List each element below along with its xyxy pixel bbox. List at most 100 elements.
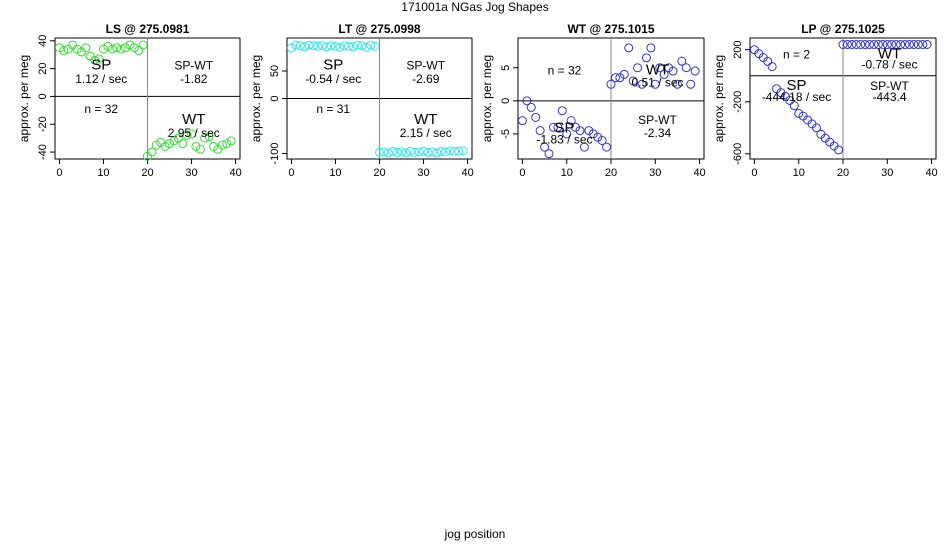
data-point (458, 146, 468, 156)
x-tick-label: 0 (751, 167, 757, 179)
data-point (896, 40, 906, 50)
data-point (423, 147, 433, 157)
sp-wt-label: SP-WT (406, 58, 445, 72)
data-point (209, 141, 219, 151)
data-point (785, 95, 795, 105)
data-point (191, 141, 201, 151)
data-point (134, 46, 144, 56)
data-point (633, 63, 643, 73)
y-tick-label: 50 (269, 65, 281, 77)
data-point (295, 41, 305, 51)
data-point (187, 129, 197, 139)
data-point (650, 79, 660, 89)
x-tick-label: 30 (649, 167, 661, 179)
y-tick-label: -100 (269, 142, 281, 164)
data-point (904, 40, 914, 50)
data-point (308, 41, 318, 51)
x-tick-label: 30 (881, 167, 893, 179)
wt-label: WT (182, 111, 205, 128)
data-point (847, 40, 857, 50)
y-tick-label: -600 (732, 143, 744, 165)
x-tick-label: 10 (329, 167, 341, 179)
data-point (624, 43, 634, 53)
page-title: 171001a NGas Jog Shapes (401, 0, 549, 14)
data-point (204, 132, 214, 142)
data-point (160, 141, 170, 151)
data-point (860, 40, 870, 50)
data-point (103, 41, 113, 51)
global-x-axis-label: jog position (444, 527, 506, 541)
sp-label: SP (786, 77, 806, 94)
data-point (646, 43, 656, 53)
n-count: n = 32 (84, 102, 118, 116)
sp-label: SP (554, 119, 574, 136)
data-point (383, 148, 393, 158)
data-point (59, 46, 69, 56)
data-point (120, 43, 130, 53)
data-point (441, 147, 451, 157)
data-point (107, 44, 117, 54)
data-point (195, 144, 205, 154)
n-count: n = 2 (783, 48, 810, 62)
sp-wt-label: SP-WT (638, 113, 677, 127)
x-tick-label: 40 (693, 167, 705, 179)
data-point (90, 55, 100, 65)
data-point (222, 139, 232, 149)
panel-4: LP @ 275.1025 0 10 20 30 40 -600 -200 200 approx.… (712, 22, 938, 179)
y-tick-label: -20 (37, 116, 49, 132)
data-point (169, 136, 179, 146)
data-point (370, 41, 380, 51)
data-point (436, 146, 446, 156)
data-point (454, 146, 464, 156)
data-point (909, 40, 919, 50)
data-point (597, 135, 607, 145)
data-point (566, 116, 576, 126)
data-point (147, 147, 157, 157)
data-point (882, 40, 892, 50)
data-point (449, 146, 459, 156)
data-point (414, 147, 424, 157)
sp-wt-value: -1.82 (180, 72, 208, 86)
data-point (789, 101, 799, 111)
data-point (397, 147, 407, 157)
data-point (81, 43, 91, 53)
x-tick-label: 30 (185, 167, 197, 179)
data-point (72, 44, 82, 54)
panel-3: WT @ 275.1015 0 10 20 30 40 -5 0 5 approx. per me… (480, 22, 706, 179)
data-point (322, 42, 332, 52)
data-point (834, 145, 844, 155)
data-point (54, 43, 64, 53)
panel-title: LP @ 275.1025 (801, 22, 885, 36)
data-point (535, 126, 545, 136)
data-point (326, 41, 336, 51)
x-tick-label: 40 (925, 167, 937, 179)
data-point (856, 40, 866, 50)
data-point (165, 139, 175, 149)
y-tick-label: 0 (500, 98, 512, 104)
data-point (659, 69, 669, 79)
data-point (878, 40, 888, 50)
sp-rate: -444.18 / sec (762, 90, 831, 104)
sp-wt-label: SP-WT (174, 58, 213, 72)
x-tick-label: 20 (373, 167, 385, 179)
x-tick-label: 0 (56, 167, 62, 179)
wt-label: WT (414, 111, 437, 128)
x-tick-label: 0 (288, 167, 294, 179)
data-point (690, 66, 700, 76)
y-axis-label: approx. per meg (480, 55, 494, 142)
data-point (811, 123, 821, 133)
data-point (405, 146, 415, 156)
data-point (544, 149, 554, 159)
y-tick-label: 0 (269, 95, 281, 101)
y-tick-label: 200 (732, 41, 744, 59)
sp-wt-value: -2.69 (412, 72, 440, 86)
data-point (873, 40, 883, 50)
data-point (217, 140, 227, 150)
y-tick-label: -5 (500, 129, 512, 139)
y-tick-label: -200 (732, 91, 744, 113)
sp-label: SP (323, 56, 343, 73)
x-tick-label: 40 (461, 167, 473, 179)
data-point (922, 40, 932, 50)
data-point (522, 96, 532, 106)
x-tick-label: 40 (229, 167, 241, 179)
